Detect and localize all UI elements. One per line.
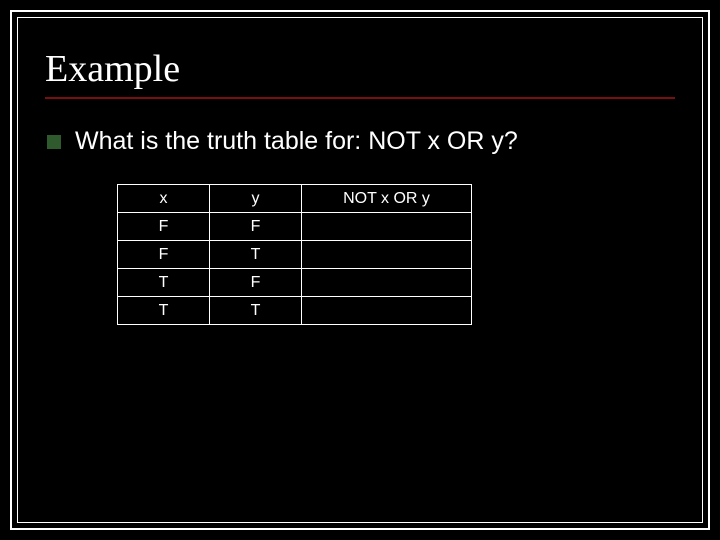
- slide-title: Example: [45, 47, 675, 99]
- table-cell: [302, 269, 472, 297]
- table-cell: F: [118, 213, 210, 241]
- table-row: F F: [118, 213, 472, 241]
- slide-content: Example What is the truth table for: NOT…: [17, 17, 703, 523]
- table-cell: F: [210, 213, 302, 241]
- bullet-text: What is the truth table for: NOT x OR y?: [75, 127, 518, 156]
- table-header-cell: NOT x OR y: [302, 185, 472, 213]
- table-row: T T: [118, 297, 472, 325]
- truth-table-container: x y NOT x OR y F F F T T F: [45, 184, 675, 325]
- table-cell: [302, 297, 472, 325]
- square-bullet-icon: [47, 135, 61, 149]
- table-cell: F: [210, 269, 302, 297]
- table-cell: F: [118, 241, 210, 269]
- table-row: T F: [118, 269, 472, 297]
- table-header-cell: y: [210, 185, 302, 213]
- table-cell: T: [118, 269, 210, 297]
- table-cell: T: [210, 241, 302, 269]
- table-cell: [302, 241, 472, 269]
- table-cell: [302, 213, 472, 241]
- table-cell: T: [118, 297, 210, 325]
- truth-table: x y NOT x OR y F F F T T F: [117, 184, 472, 325]
- table-cell: T: [210, 297, 302, 325]
- table-header-cell: x: [118, 185, 210, 213]
- table-row: F T: [118, 241, 472, 269]
- table-header-row: x y NOT x OR y: [118, 185, 472, 213]
- bullet-item: What is the truth table for: NOT x OR y?: [45, 127, 675, 156]
